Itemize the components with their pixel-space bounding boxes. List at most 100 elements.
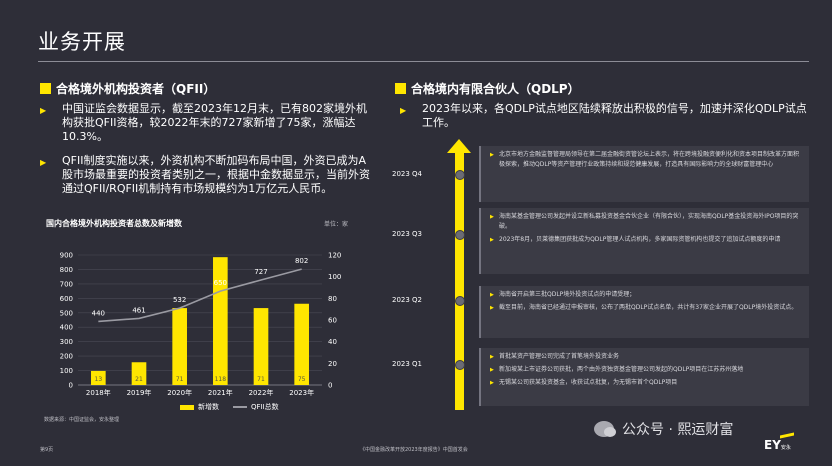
quarter-label-q3: 2023 Q3: [392, 230, 423, 238]
page-title: 业务开展: [38, 30, 126, 54]
timeline-item: ▶ 海南省开启第三批QDLP境外投资试点的申请受理；: [490, 290, 801, 300]
legend-bar-label: 新增数: [198, 403, 219, 411]
y-left-tick-label: 300: [60, 338, 73, 346]
timeline-item-text: 北京市地方金融监督管理局领导在第二届金融街资管论坛上表示，将在跨境投融资便利化和…: [499, 151, 800, 168]
x-tick-label: 2022年: [249, 388, 274, 397]
bar-new-additions: [213, 257, 228, 385]
triangle-bullet-icon: ▶: [490, 354, 494, 360]
timeline-item: ▶ 无锡某公司获某投资基金，收获试点批复，为无锡市首个QDLP项目: [490, 378, 801, 388]
y-right-tick-label: 120: [328, 252, 341, 260]
y-right-tick-label: 20: [328, 360, 337, 368]
quarter-label-q1: 2023 Q1: [392, 360, 423, 368]
triangle-bullet-icon: ▶: [40, 158, 47, 167]
timeline-item-text: 无锡某公司获某投资基金，收获试点批复，为无锡市首个QDLP项目: [499, 379, 678, 386]
triangle-bullet-icon: ▶: [490, 214, 494, 220]
y-left-tick-label: 100: [60, 367, 73, 375]
wechat-watermark: 公众号 · 熙运财富: [594, 419, 733, 439]
x-tick-label: 2019年: [127, 388, 152, 397]
chart-legend: 新增数 QFII总数: [180, 402, 279, 412]
line-data-label: 802: [295, 257, 308, 265]
bullet-text: 2023年以来，各QDLP试点地区陆续释放出积极的信号，加速并深化QDLP试点工…: [422, 102, 807, 129]
triangle-bullet-icon: ▶: [490, 152, 494, 158]
timeline-dot: [455, 230, 465, 240]
triangle-bullet-icon: ▶: [490, 380, 494, 386]
timeline-panel-q3: ▶ 海南某基金管理公司发起并设立新私募投资基金合伙企业（有限合伙），实现海南QD…: [479, 208, 809, 274]
triangle-bullet-icon: ▶: [490, 367, 494, 373]
bar-data-label: 71: [257, 376, 265, 383]
y-left-tick-label: 0: [69, 382, 73, 390]
quarter-label-q2: 2023 Q2: [392, 296, 423, 304]
line-data-label: 650: [214, 279, 227, 287]
bar-new-additions: [131, 362, 147, 385]
yellow-square-icon: [395, 83, 406, 94]
timeline-item: ▶ 海南某基金管理公司发起并设立新私募投资基金合伙企业（有限合伙），实现海南QD…: [490, 212, 801, 232]
bar-data-label: 118: [215, 376, 227, 383]
footer-document-name: 《中国金融改革开放2023年度报告》中国首发会: [360, 447, 468, 453]
y-right-tick-label: 0: [328, 382, 332, 390]
bullet-item: ▶ 中国证监会数据显示，截至2023年12月末，已有802家境外机构获批QFII…: [40, 102, 370, 144]
bar-data-label: 71: [176, 376, 184, 383]
y-left-tick-label: 700: [60, 280, 73, 288]
timeline-panel-q2: ▶ 海南省开启第三批QDLP境外投资试点的申请受理； ▶ 截至目前，海南省已经通…: [479, 286, 809, 338]
timeline-panel-q1: ▶ 首批某资产管理公司完成了首笔境外投资业务 ▶ 新加坡某上市证券公司获批，两个…: [479, 348, 809, 406]
qdlp-section-heading: 合格境内有限合伙人（QDLP）: [395, 80, 580, 97]
wechat-icon: [594, 421, 616, 437]
line-data-label: 440: [92, 309, 105, 317]
qfii-section-heading: 合格境外机构投资者（QFII）: [40, 80, 215, 97]
timeline-dot: [455, 296, 465, 306]
bullet-text: QFII制度实施以来，外资机构不断加码布局中国，外资已成为A股市场最重要的投资者…: [62, 154, 370, 195]
bar-data-label: 75: [298, 376, 306, 383]
line-data-label: 727: [254, 268, 267, 276]
triangle-bullet-icon: ▶: [490, 305, 494, 311]
timeline-item-text: 2023年8月，贝莱德集团获批成为QDLP管理人试点机构，多家国际资管机构也提交…: [499, 236, 781, 243]
page-number: 第9页: [40, 447, 54, 453]
title-divider: [38, 61, 809, 62]
timeline-item-text: 海南某基金管理公司发起并设立新私募投资基金合伙企业（有限合伙），实现海南QDLP…: [499, 213, 799, 230]
qfii-chart: 0 100 200 300 400 500 600 700 800 900 0 20 40 60 80 100…: [40, 215, 355, 415]
ey-logo: EY安永: [764, 438, 791, 452]
chart-source: 数据来源：中国证监会，安永整理: [44, 417, 120, 423]
line-qfii-total: [98, 268, 302, 323]
timeline-arrow-head-icon: [447, 139, 471, 153]
y-left-tick-label: 800: [60, 266, 73, 274]
y-right-tick-label: 80: [328, 295, 337, 303]
timeline-item: ▶ 新加坡某上市证券公司获批，两个由外资独资基金管理公司发起的QDLP项目在江苏…: [490, 365, 801, 375]
legend-line-swatch: [233, 406, 247, 408]
bar-new-additions: [91, 370, 106, 385]
triangle-bullet-icon: ▶: [490, 292, 494, 298]
bullet-text: 中国证监会数据显示，截至2023年12月末，已有802家境外机构获批QFII资格…: [62, 102, 367, 143]
bar-new-additions: [172, 308, 187, 385]
yellow-square-icon: [40, 83, 51, 94]
qdlp-heading-text: 合格境内有限合伙人（QDLP）: [411, 82, 580, 96]
timeline-item-text: 截至目前，海南省已经通过申报审核，公布了两批QDLP试点名单，共计有37家企业开…: [499, 304, 798, 311]
triangle-bullet-icon: ▶: [490, 237, 494, 243]
y-left-tick-label: 400: [60, 324, 73, 332]
bar-data-label: 13: [95, 376, 103, 383]
ey-logo-sub: 安永: [780, 445, 791, 451]
line-data-label: 461: [132, 306, 145, 314]
x-tick-label: 2018年: [86, 388, 111, 397]
y-left-tick-label: 500: [60, 309, 73, 317]
timeline-arrow-shaft: [455, 152, 464, 410]
watermark-text: 公众号 · 熙运财富: [622, 422, 734, 438]
chart-unit-label: 单位：家: [324, 221, 349, 228]
y-right-tick-label: 40: [328, 338, 337, 346]
timeline-panel-q4: ▶ 北京市地方金融监督管理局领导在第二届金融街资管论坛上表示，将在跨境投融资便利…: [479, 146, 809, 202]
y-right-tick-label: 100: [328, 273, 341, 281]
timeline-dot: [455, 360, 465, 370]
bar-data-label: 21: [135, 376, 143, 383]
bullet-item: ▶ 2023年以来，各QDLP试点地区陆续释放出积极的信号，加速并深化QDLP试…: [400, 102, 810, 130]
timeline-item: ▶ 北京市地方金融监督管理局领导在第二届金融街资管论坛上表示，将在跨境投融资便利…: [490, 150, 801, 170]
chart-title: 国内合格境外机构投资者总数及新增数: [46, 219, 182, 228]
timeline-item-text: 首批某资产管理公司完成了首笔境外投资业务: [499, 353, 620, 360]
bar-new-additions: [294, 303, 309, 385]
timeline-item: ▶ 截至目前，海南省已经通过申报审核，公布了两批QDLP试点名单，共计有37家企…: [490, 303, 801, 313]
y-left-tick-label: 600: [60, 295, 73, 303]
ey-logo-text: EY: [764, 438, 781, 452]
timeline-item: ▶ 2023年8月，贝莱德集团获批成为QDLP管理人试点机构，多家国际资管机构也…: [490, 235, 801, 245]
timeline-item-text: 海南省开启第三批QDLP境外投资试点的申请受理；: [499, 291, 636, 298]
legend-bar-swatch: [180, 404, 194, 410]
timeline-dot: [455, 170, 465, 180]
qdlp-bullets: ▶ 2023年以来，各QDLP试点地区陆续释放出积极的信号，加速并深化QDLP试…: [400, 102, 810, 140]
y-left-tick-label: 200: [60, 353, 73, 361]
